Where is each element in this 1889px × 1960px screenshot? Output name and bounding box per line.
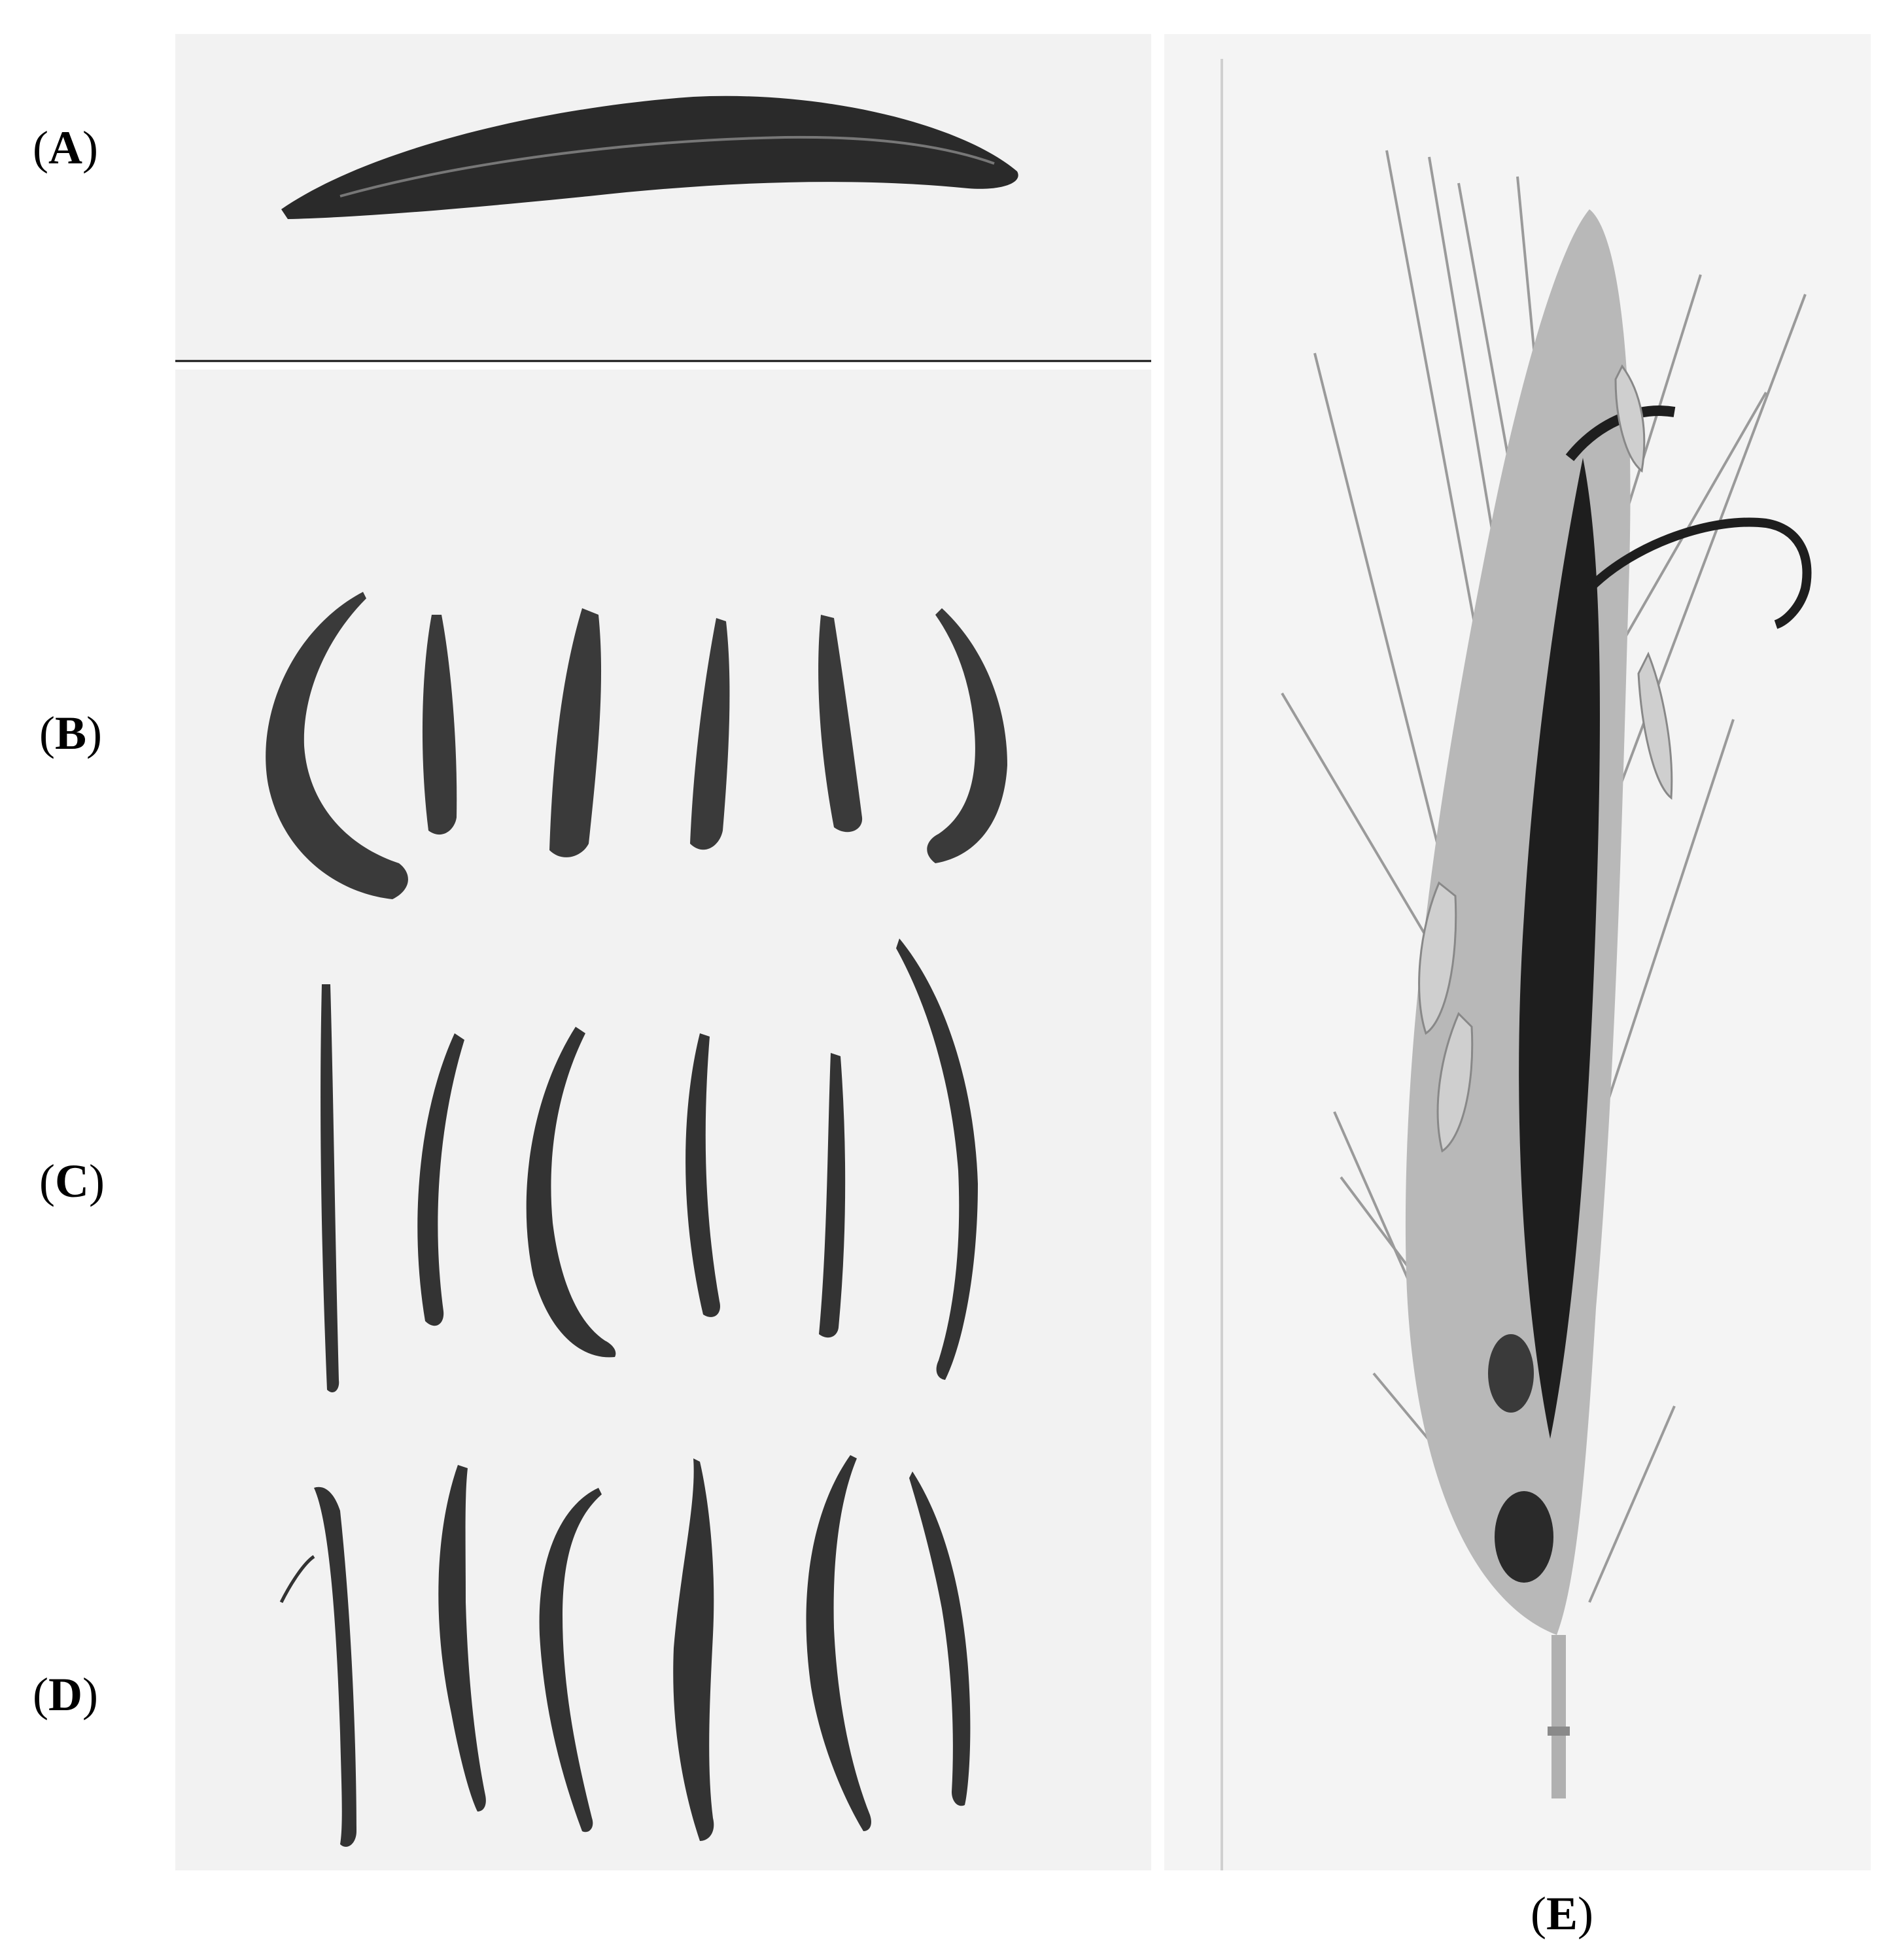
sclerotium-c1	[321, 984, 339, 1393]
sclerotium-d4	[673, 1458, 714, 1841]
sclerotium-b3	[549, 608, 602, 857]
sclerotia-row-d	[279, 1455, 971, 1847]
sclerotium-b1	[266, 592, 408, 899]
panel-label-a: (A)	[33, 122, 98, 174]
sclerotium-b5	[818, 615, 863, 833]
panel-label-e: (E)	[1531, 1887, 1593, 1940]
sclerotium-d2	[438, 1465, 486, 1812]
sclerotium-c5	[819, 1053, 846, 1338]
sclerotium-c6	[896, 938, 978, 1380]
sclerotium-c3	[526, 1027, 616, 1358]
rye-spike-e	[1281, 150, 1812, 1798]
panel-label-c: (C)	[39, 1155, 105, 1207]
sclerotium-d6	[909, 1471, 971, 1806]
sclerotium-d3	[539, 1488, 602, 1832]
sclerotia-row-b	[266, 592, 1007, 899]
sclerotium-d5	[806, 1455, 871, 1831]
sclerotium-d1	[314, 1487, 356, 1847]
sclerotium-b6	[927, 608, 1007, 863]
sclerotium-c2	[417, 1033, 464, 1326]
sclerotium-c4	[685, 1033, 720, 1317]
panel-label-b: (B)	[39, 707, 102, 759]
sclerotium-b2	[422, 615, 457, 835]
sclerotia-row-c	[321, 938, 978, 1393]
panel-label-d: (D)	[33, 1668, 98, 1721]
sclerotium-b4	[690, 618, 730, 850]
sclerotium-a	[281, 95, 1018, 219]
